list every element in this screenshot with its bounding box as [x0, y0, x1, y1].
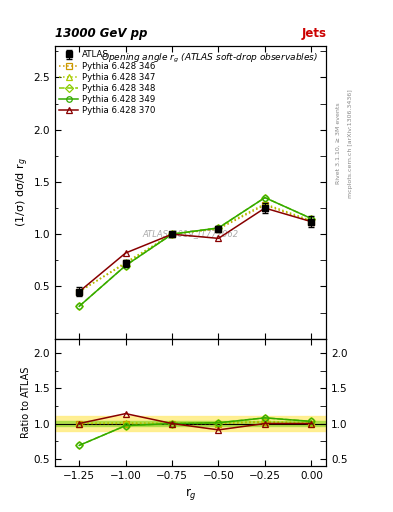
- Text: ATLAS_2019_I1772062: ATLAS_2019_I1772062: [143, 229, 239, 238]
- Text: Jets: Jets: [301, 27, 326, 40]
- Pythia 6.428 346: [170, 231, 174, 237]
- Pythia 6.428 370: [77, 289, 81, 295]
- Pythia 6.428 348: [309, 216, 314, 222]
- Pythia 6.428 348: [216, 225, 221, 231]
- Pythia 6.428 346: [309, 219, 314, 225]
- Pythia 6.428 347: [309, 218, 314, 224]
- Pythia 6.428 348: [170, 231, 174, 237]
- Pythia 6.428 349: [263, 195, 267, 201]
- Pythia 6.428 347: [216, 225, 221, 231]
- Pythia 6.428 347: [123, 260, 128, 266]
- Pythia 6.428 347: [263, 201, 267, 207]
- Bar: [55, 416, 326, 431]
- Line: Pythia 6.428 370: Pythia 6.428 370: [76, 205, 314, 294]
- Pythia 6.428 348: [263, 195, 267, 201]
- Pythia 6.428 348: [123, 263, 128, 269]
- Pythia 6.428 349: [309, 216, 314, 222]
- Text: Opening angle r$_g$ (ATLAS soft-drop observables): Opening angle r$_g$ (ATLAS soft-drop obs…: [101, 52, 318, 65]
- Pythia 6.428 346: [123, 261, 128, 267]
- Pythia 6.428 347: [77, 289, 81, 295]
- Pythia 6.428 370: [216, 236, 221, 242]
- Pythia 6.428 370: [309, 219, 314, 225]
- Pythia 6.428 370: [170, 231, 174, 237]
- Legend: ATLAS, Pythia 6.428 346, Pythia 6.428 347, Pythia 6.428 348, Pythia 6.428 349, P: ATLAS, Pythia 6.428 346, Pythia 6.428 34…: [58, 49, 157, 117]
- Line: Pythia 6.428 349: Pythia 6.428 349: [76, 195, 314, 309]
- Pythia 6.428 346: [216, 226, 221, 232]
- X-axis label: r$_g$: r$_g$: [185, 486, 196, 502]
- Pythia 6.428 346: [263, 202, 267, 208]
- Pythia 6.428 349: [123, 263, 128, 269]
- Pythia 6.428 349: [170, 231, 174, 237]
- Pythia 6.428 348: [77, 303, 81, 309]
- Pythia 6.428 349: [77, 303, 81, 309]
- Pythia 6.428 347: [170, 231, 174, 237]
- Text: Rivet 3.1.10, ≥ 3M events: Rivet 3.1.10, ≥ 3M events: [336, 102, 341, 184]
- Line: Pythia 6.428 346: Pythia 6.428 346: [76, 202, 314, 294]
- Bar: [55, 421, 326, 426]
- Pythia 6.428 346: [77, 289, 81, 295]
- Y-axis label: (1/σ) dσ/d r$_g$: (1/σ) dσ/d r$_g$: [15, 158, 31, 227]
- Text: mcplots.cern.ch [arXiv:1306.3436]: mcplots.cern.ch [arXiv:1306.3436]: [348, 89, 353, 198]
- Y-axis label: Ratio to ATLAS: Ratio to ATLAS: [21, 367, 31, 438]
- Pythia 6.428 370: [263, 205, 267, 211]
- Pythia 6.428 370: [123, 250, 128, 256]
- Line: Pythia 6.428 348: Pythia 6.428 348: [76, 195, 314, 309]
- Line: Pythia 6.428 347: Pythia 6.428 347: [76, 201, 314, 294]
- Text: 13000 GeV pp: 13000 GeV pp: [55, 27, 147, 40]
- Pythia 6.428 349: [216, 225, 221, 231]
